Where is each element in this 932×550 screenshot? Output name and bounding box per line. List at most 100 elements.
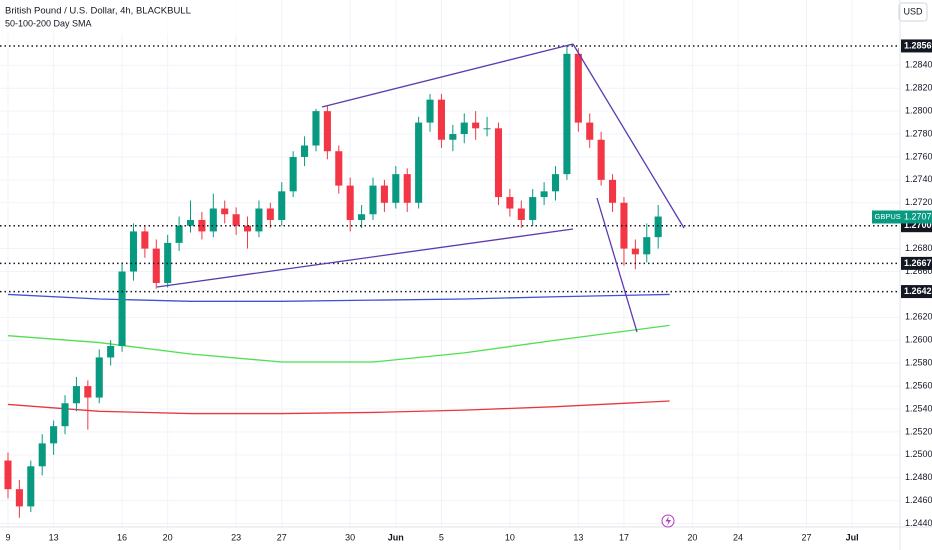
- x-tick-label: 13: [49, 532, 59, 542]
- candle-body: [107, 345, 115, 358]
- x-tick-label: 20: [163, 532, 173, 542]
- symbol-label: GBPUSD: [875, 212, 907, 221]
- moving-average: [7, 400, 670, 415]
- level-tag: [901, 256, 932, 270]
- y-tick-label: 1.27600: [905, 151, 932, 161]
- axes: 1.24400 1.24600 1.24800 1.25000 1.25200 1.254…: [5, 39, 932, 542]
- y-tick-label: 1.28200: [905, 83, 932, 93]
- candle-body: [574, 53, 582, 123]
- currency-button[interactable]: [898, 2, 928, 22]
- level-tag: [901, 39, 932, 53]
- price-tag: [901, 210, 932, 224]
- candle-body: [620, 202, 628, 249]
- candle-body: [335, 151, 343, 186]
- x-tick-label: 27: [277, 532, 287, 542]
- x-tick-label: 13: [573, 532, 583, 542]
- x-tick-label: Jul: [846, 532, 859, 542]
- y-tick-label: 1.24400: [905, 518, 932, 528]
- candle-body: [483, 128, 491, 130]
- x-tick-label: Jun: [388, 532, 404, 542]
- candle-body: [50, 426, 58, 444]
- y-tick-label: 1.25200: [905, 426, 932, 436]
- y-tick-label: 1.27400: [905, 174, 932, 184]
- candle-body: [472, 122, 480, 129]
- y-tick-label: 1.25800: [905, 358, 932, 368]
- candle-body: [118, 271, 126, 346]
- y-tick-label: 1.25600: [905, 380, 932, 390]
- candle-body: [415, 122, 423, 203]
- candle-body: [198, 219, 206, 232]
- candle-body: [152, 248, 160, 283]
- candle-body: [449, 134, 457, 140]
- y-tick-label: 1.26200: [905, 312, 932, 322]
- plot: [0, 45, 900, 518]
- candle-body: [232, 214, 240, 226]
- y-tick-label: 1.26000: [905, 335, 932, 345]
- candle-body: [403, 174, 411, 203]
- candle-body: [61, 403, 69, 427]
- y-tick-label: 1.25000: [905, 449, 932, 459]
- candle-body: [540, 191, 548, 198]
- candle-body: [494, 128, 503, 198]
- y-tick-label: 1.28000: [905, 106, 932, 116]
- candle-body: [643, 237, 651, 255]
- candle-body: [323, 111, 331, 152]
- candle-body: [243, 225, 252, 232]
- candle-body: [369, 185, 377, 215]
- level-tag: [901, 285, 932, 299]
- candle-body: [129, 231, 137, 272]
- y-tick-label: 1.24800: [905, 472, 932, 482]
- candle-body: [654, 216, 662, 238]
- moving-average: [7, 324, 670, 363]
- candle-body: [312, 111, 320, 146]
- y-tick-label: 1.25400: [905, 403, 932, 413]
- candle-body: [380, 185, 388, 203]
- level-label: 1.27000: [904, 220, 932, 230]
- x-tick-label: 9: [5, 532, 10, 542]
- legend-bg: [0, 0, 260, 34]
- y-tick-label: 1.26600: [905, 266, 932, 276]
- x-tick-label: 17: [619, 532, 629, 542]
- candle-body: [221, 208, 229, 215]
- candle-body: [460, 122, 468, 135]
- candle-body: [597, 139, 605, 180]
- trendline: [156, 228, 574, 288]
- candle-body: [426, 99, 434, 123]
- currency[interactable]: USD: [903, 6, 923, 16]
- candle-body: [631, 248, 639, 255]
- candle-body: [301, 145, 309, 157]
- candle-body: [506, 197, 514, 209]
- trendline: [572, 43, 685, 229]
- y-tick-label: 1.26800: [905, 243, 932, 253]
- candle-body: [289, 156, 297, 192]
- y-tick-label: 1.27800: [905, 128, 932, 138]
- candle-body: [358, 214, 366, 220]
- candle-body: [437, 99, 445, 140]
- candle-body: [141, 231, 149, 249]
- candle-body: [27, 466, 35, 507]
- x-tick-label: 20: [687, 532, 697, 542]
- x-tick-label: 27: [801, 532, 811, 542]
- moving-average: [7, 293, 670, 302]
- level-label: 1.26425: [904, 286, 932, 296]
- x-tick-label: 10: [505, 532, 515, 542]
- x-tick-label: 23: [231, 532, 241, 542]
- grid: [0, 0, 900, 527]
- candle-body: [95, 357, 103, 398]
- candle-body: [209, 208, 217, 232]
- candle-body: [563, 53, 571, 175]
- event-icon-bolt: [665, 516, 671, 526]
- y-tick-label: 1.27200: [905, 197, 932, 207]
- trendline: [596, 197, 638, 333]
- chart-subtitle: 50-100-200 Day SMA: [5, 18, 92, 28]
- price-label: 1.27076: [904, 211, 932, 221]
- candle-body: [586, 122, 594, 140]
- x-tick-label: 5: [439, 532, 444, 542]
- candle-body: [175, 225, 183, 243]
- candle-body: [15, 489, 23, 507]
- y-tick-label: 1.24600: [905, 495, 932, 505]
- candle-body: [392, 174, 400, 203]
- y-tick-label: 1.28400: [905, 60, 932, 70]
